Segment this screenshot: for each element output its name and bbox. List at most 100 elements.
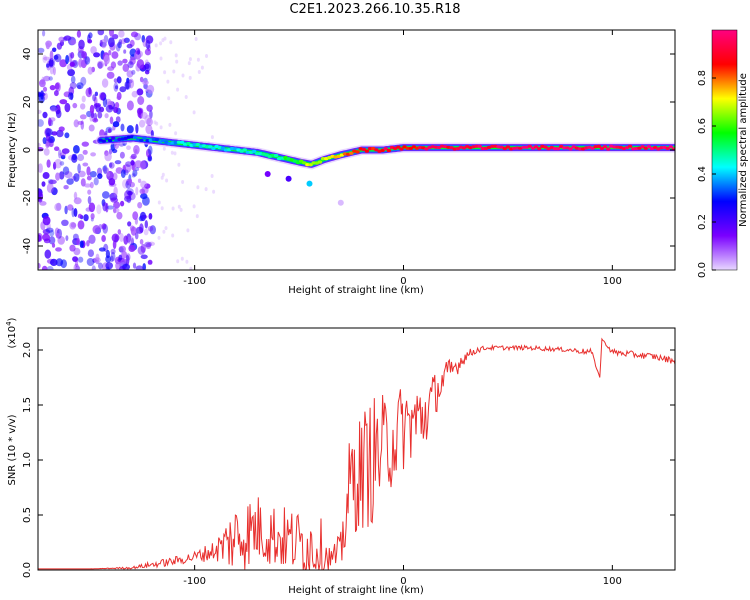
noise-cell bbox=[108, 49, 112, 56]
noise-cell bbox=[86, 240, 90, 247]
ridge-cell bbox=[380, 148, 385, 152]
x-tick-label: 0 bbox=[400, 576, 406, 587]
noise-cell bbox=[139, 211, 147, 222]
y-tick-label: -20 bbox=[22, 190, 33, 206]
noise-cell bbox=[54, 90, 59, 97]
noise-cell bbox=[144, 220, 148, 229]
ridge-cell bbox=[527, 144, 532, 148]
noise-cell bbox=[120, 169, 126, 179]
ridge-blob bbox=[306, 180, 313, 187]
noise-cell bbox=[71, 154, 78, 163]
noise-cell bbox=[55, 172, 61, 181]
ridge-cell bbox=[577, 147, 583, 151]
noise-cell bbox=[38, 94, 45, 104]
noise-cell bbox=[42, 55, 47, 63]
noise-cell bbox=[131, 173, 136, 178]
noise-cell bbox=[77, 256, 84, 263]
spectrogram-y-ticks: -40 -20 0 20 40 bbox=[22, 48, 675, 254]
ridge-cell bbox=[424, 147, 429, 151]
noise-cell bbox=[133, 145, 140, 155]
noise-cell bbox=[82, 162, 89, 167]
noise-cell bbox=[167, 96, 171, 101]
noise-cell bbox=[120, 123, 125, 132]
noise-cell bbox=[77, 120, 84, 125]
noise-cell bbox=[87, 249, 94, 257]
noise-cell bbox=[139, 188, 146, 195]
noise-cell bbox=[48, 179, 57, 185]
noise-cell bbox=[43, 75, 51, 82]
noise-cell bbox=[144, 63, 150, 70]
noise-cell bbox=[50, 258, 58, 266]
noise-cell bbox=[185, 259, 189, 264]
noise-cell bbox=[97, 61, 103, 69]
ridge-cell bbox=[596, 144, 601, 148]
noise-cell bbox=[144, 241, 152, 248]
noise-cell bbox=[145, 39, 151, 50]
noise-cell bbox=[53, 54, 59, 60]
noise-cell bbox=[72, 256, 79, 262]
noise-cell bbox=[59, 171, 65, 180]
noise-cell bbox=[176, 259, 180, 264]
ridge-cell bbox=[308, 163, 313, 167]
noise-cell bbox=[83, 183, 92, 188]
noise-cell bbox=[102, 223, 108, 234]
noise-cell bbox=[58, 149, 62, 159]
ridge-cell bbox=[230, 146, 235, 151]
noise-cell bbox=[126, 188, 134, 196]
noise-cell bbox=[38, 142, 41, 148]
ridge-cell bbox=[562, 146, 567, 150]
ridge-cell bbox=[255, 152, 260, 156]
noise-cell bbox=[76, 237, 80, 246]
noise-cell bbox=[67, 204, 74, 211]
noise-cell bbox=[136, 107, 144, 115]
noise-cell bbox=[166, 79, 170, 84]
noise-cell bbox=[39, 79, 46, 85]
noise-cell bbox=[73, 191, 78, 200]
noise-cell bbox=[59, 99, 68, 105]
noise-cell bbox=[96, 204, 102, 215]
noise-cell bbox=[49, 138, 54, 148]
noise-cell bbox=[188, 75, 192, 80]
ridge-cell bbox=[104, 137, 110, 141]
noise-cell bbox=[111, 51, 119, 59]
noise-cell bbox=[210, 174, 214, 178]
noise-cell bbox=[120, 200, 125, 207]
noise-cell bbox=[93, 177, 99, 186]
noise-cell bbox=[42, 86, 48, 92]
ridge-cell bbox=[239, 149, 244, 153]
noise-cell bbox=[94, 91, 98, 97]
noise-cell bbox=[86, 175, 92, 181]
noise-cell bbox=[195, 214, 199, 219]
ridge-cell bbox=[408, 146, 413, 150]
noise-cell bbox=[177, 204, 181, 209]
noise-cell bbox=[113, 207, 117, 214]
spectrogram-ridge bbox=[95, 133, 675, 206]
noise-cell bbox=[162, 146, 166, 151]
y-tick-label: 40 bbox=[22, 48, 33, 61]
noise-cell bbox=[124, 81, 131, 90]
noise-cell bbox=[42, 216, 51, 226]
ridge-cell bbox=[270, 153, 276, 157]
noise-cell bbox=[126, 125, 134, 134]
ridge-cell bbox=[161, 139, 166, 143]
noise-cell bbox=[176, 87, 180, 92]
y-tick-label: 2.0 bbox=[22, 342, 33, 358]
y-tick-label: 20 bbox=[22, 96, 33, 109]
noise-cell bbox=[94, 102, 101, 108]
noise-cell bbox=[113, 201, 121, 209]
ridge-cell bbox=[208, 145, 213, 149]
noise-cell bbox=[125, 161, 132, 167]
noise-cell bbox=[113, 186, 118, 197]
noise-cell bbox=[70, 75, 76, 84]
noise-cell bbox=[117, 60, 123, 66]
noise-cell bbox=[122, 58, 128, 64]
noise-cell bbox=[134, 217, 138, 225]
noise-cell bbox=[127, 235, 135, 245]
noise-cell bbox=[79, 114, 87, 120]
ridge-cell bbox=[659, 146, 664, 150]
noise-cell bbox=[139, 76, 144, 83]
noise-cell bbox=[89, 104, 95, 114]
noise-cell bbox=[157, 200, 161, 205]
noise-cell bbox=[148, 241, 155, 246]
noise-cell bbox=[108, 105, 113, 110]
